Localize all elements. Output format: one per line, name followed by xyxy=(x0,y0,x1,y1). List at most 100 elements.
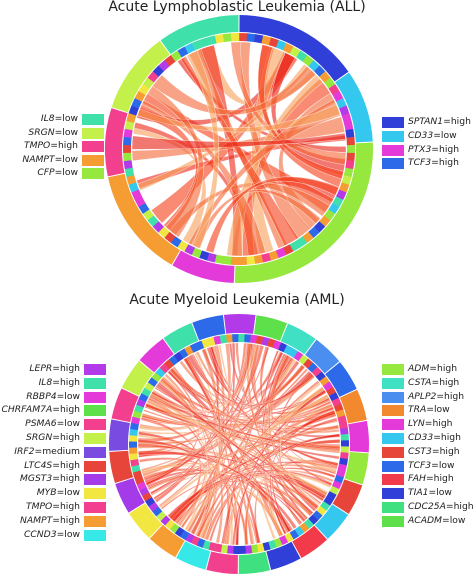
aml-inner-tile xyxy=(190,535,200,546)
all-inner-tile xyxy=(339,105,350,116)
all-inner-tile xyxy=(123,128,133,138)
aml-inner-tile xyxy=(169,523,180,534)
aml-ring-segment xyxy=(280,323,316,355)
aml-inner-tile xyxy=(168,355,179,366)
aml-chord xyxy=(231,417,338,546)
aml-chord xyxy=(205,472,332,541)
aml-inner-tile xyxy=(208,541,217,552)
aml-chord xyxy=(137,397,330,447)
aml-inner-tile xyxy=(278,342,288,353)
aml-inner-tile xyxy=(213,335,222,345)
all-legend-item: CFP=low xyxy=(0,167,104,179)
all-inner-tile xyxy=(332,91,344,102)
all-inner-tile xyxy=(230,33,240,42)
aml-inner-tile xyxy=(131,464,141,473)
all-ring-segment xyxy=(105,108,128,177)
all-inner-tile xyxy=(339,182,350,193)
aml-inner-tile xyxy=(322,381,333,391)
aml-inner-tile xyxy=(339,427,349,435)
aml-inner-tile xyxy=(307,362,318,373)
aml-inner-tile xyxy=(298,354,309,365)
legend-swatch xyxy=(382,391,404,403)
aml-inner-tile xyxy=(131,416,141,425)
all-inner-tile xyxy=(238,256,248,265)
aml-ring-segment xyxy=(109,450,134,483)
aml-chord xyxy=(191,353,319,510)
aml-chord xyxy=(167,472,328,520)
all-inner-tile xyxy=(261,252,271,263)
aml-inner-tile xyxy=(320,501,331,511)
aml-legend-item: ADM=high xyxy=(382,363,474,375)
aml-inner-tile xyxy=(134,475,145,485)
aml-inner-tile xyxy=(283,345,293,355)
legend-label: TIA1=low xyxy=(408,487,452,499)
aml-ring-segment xyxy=(266,541,301,570)
aml-legend-item: MYB=low xyxy=(0,487,106,500)
aml-chord xyxy=(179,360,315,408)
aml-ring-segment xyxy=(149,524,185,558)
aml-legend-item: TIA1=low xyxy=(382,487,474,500)
aml-legend-item: LYN=high xyxy=(382,418,474,431)
aml-inner-tile xyxy=(178,348,189,359)
aml-inner-tile xyxy=(144,382,155,392)
aml-inner-tile xyxy=(232,334,239,343)
aml-ring-segment xyxy=(238,551,271,574)
aml-inner-tile xyxy=(340,452,349,460)
legend-label: TMPO=high xyxy=(25,501,80,512)
aml-legend-item: FAH=high xyxy=(382,473,474,486)
all-inner-tile xyxy=(346,136,355,146)
legend-swatch xyxy=(84,488,106,500)
aml-ring-segment xyxy=(129,503,163,538)
legend-label: CHRFAM7A=high xyxy=(1,404,80,416)
all-inner-tile xyxy=(124,167,135,178)
all-inner-tile xyxy=(282,43,294,54)
aml-inner-tile xyxy=(147,377,158,387)
all-chord xyxy=(152,65,317,116)
legend-swatch xyxy=(382,158,404,170)
aml-chord xyxy=(206,346,339,467)
aml-ring-segment xyxy=(192,314,226,341)
all-chord-diagram xyxy=(105,15,373,283)
aml-inner-tile xyxy=(303,358,314,369)
all-inner-tile xyxy=(328,84,340,96)
aml-inner-tile xyxy=(289,529,300,540)
legend-swatch xyxy=(84,364,106,375)
aml-inner-tile xyxy=(132,470,143,479)
all-legend-item: TMPO=high xyxy=(0,140,104,152)
all-inner-tile xyxy=(222,33,232,43)
aml-legend-item: CD33=high xyxy=(382,432,474,444)
all-chord xyxy=(205,176,340,254)
all-legend-item: IL8=low xyxy=(0,113,104,125)
legend-swatch xyxy=(382,117,404,128)
all-inner-tile xyxy=(128,182,139,193)
aml-inner-tile xyxy=(316,505,327,516)
all-inner-tile xyxy=(199,250,210,261)
aml-chord xyxy=(141,465,284,537)
all-inner-tile xyxy=(184,244,196,255)
legend-label: SRGN=low xyxy=(28,126,78,138)
aml-inner-tile xyxy=(256,543,265,553)
legend-label: CSTA=high xyxy=(408,376,460,388)
legend-swatch xyxy=(84,515,106,527)
all-legend-item: TCF3=high xyxy=(382,157,474,170)
all-inner-tile xyxy=(131,97,143,109)
all-inner-tile xyxy=(126,174,137,185)
aml-ring-segment xyxy=(348,420,369,453)
all-inner-tile xyxy=(268,37,279,48)
all-inner-tile xyxy=(239,33,248,42)
all-inner-tile xyxy=(206,252,217,263)
aml-ring-segment xyxy=(332,479,363,514)
all-inner-tile xyxy=(123,144,132,154)
aml-legend-item: PSMA6=low xyxy=(0,418,106,431)
all-inner-tile xyxy=(230,256,239,265)
aml-legend-item: RBBP4=low xyxy=(0,391,106,403)
all-ring-segment xyxy=(160,15,239,55)
aml-inner-tile xyxy=(226,545,234,554)
legend-swatch xyxy=(382,474,404,486)
legend-swatch xyxy=(382,419,404,431)
all-legend-item: SPTAN1=high xyxy=(382,116,474,128)
all-legend-item: SRGN=low xyxy=(0,127,104,139)
aml-ring-segment xyxy=(253,315,288,341)
aml-legend-left: LEPR=high IL8=high RBBP4=low CHRFAM7A=high P… xyxy=(0,363,106,543)
aml-legend-item: SRGN=high xyxy=(0,432,106,444)
